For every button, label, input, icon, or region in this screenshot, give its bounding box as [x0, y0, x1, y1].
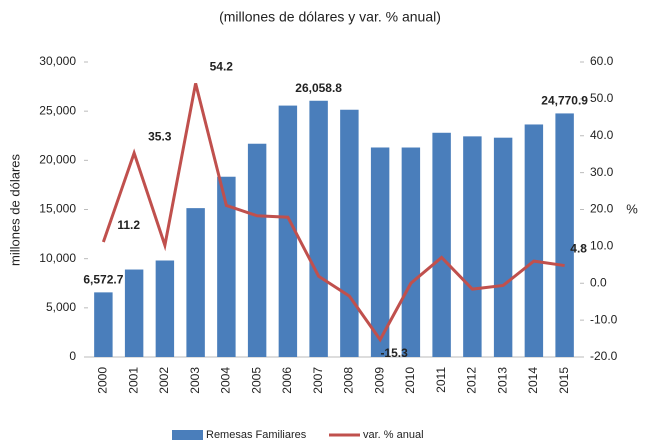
y-tick-label: 10,000 — [39, 251, 76, 265]
x-tick-label: 2015 — [557, 367, 571, 394]
x-tick-label: 2010 — [403, 367, 417, 394]
x-tick-label: 2000 — [96, 367, 110, 394]
y2-tick-label: -10.0 — [590, 312, 618, 326]
line-value-label: 11.2 — [117, 218, 140, 232]
x-tick-label: 2002 — [157, 367, 171, 394]
legend-swatch — [172, 430, 203, 440]
bar — [186, 208, 205, 357]
y2-tick-label: 10.0 — [590, 239, 614, 253]
x-tick-label: 2013 — [495, 367, 509, 394]
legend-label: var. % anual — [363, 429, 424, 441]
bar-value-label: 24,770.9 — [541, 94, 588, 108]
y-tick-label: 30,000 — [39, 54, 76, 68]
y2-tick-label: 0.0 — [590, 275, 607, 289]
line-value-label: 35.3 — [148, 129, 172, 143]
y-axis-label: millones de dólares — [7, 154, 22, 267]
bar — [463, 136, 482, 357]
y2-tick-label: 20.0 — [590, 202, 614, 216]
bar — [155, 260, 175, 357]
y2-axis-label: % — [626, 201, 638, 216]
bar — [247, 143, 267, 357]
x-tick-label: 2012 — [465, 367, 479, 394]
bar — [309, 100, 328, 358]
y-tick-label: 25,000 — [39, 103, 76, 117]
x-tick-label: 2014 — [526, 367, 540, 394]
bar — [524, 124, 544, 358]
x-tick-label: 2004 — [219, 367, 233, 394]
y2-tick-label: 60.0 — [590, 54, 614, 68]
chart-title: (millones de dólares y var. % anual) — [219, 9, 441, 25]
x-tick-label: 2008 — [342, 367, 356, 394]
y-tick-label: 15,000 — [39, 202, 76, 216]
bar — [278, 105, 298, 358]
y-tick-label: 0 — [69, 349, 76, 363]
line-value-label: -15.3 — [380, 346, 408, 360]
bar — [94, 292, 113, 357]
x-tick-label: 2003 — [188, 367, 202, 394]
y2-tick-label: 40.0 — [590, 128, 614, 142]
x-tick-label: 2006 — [280, 367, 294, 394]
bar — [555, 113, 574, 357]
x-tick-label: 2011 — [434, 367, 448, 393]
line-value-label: 54.2 — [210, 60, 234, 74]
line — [101, 83, 565, 343]
x-tick-label: 2007 — [311, 367, 325, 394]
bar — [370, 147, 390, 357]
bar — [401, 147, 421, 357]
y-tick-label: 20,000 — [39, 153, 76, 167]
bar — [124, 269, 144, 357]
x-tick-label: 2005 — [249, 367, 263, 394]
bar — [340, 109, 359, 357]
x-tick-label: 2001 — [126, 367, 140, 394]
x-tick-label: 2009 — [372, 367, 386, 394]
legend-label: Remesas Familiares — [206, 429, 307, 441]
bar — [432, 132, 451, 357]
y-tick-label: 5,000 — [46, 300, 76, 314]
bar — [493, 137, 513, 357]
line-value-label: 4.8 — [570, 242, 587, 256]
y2-tick-label: 50.0 — [590, 91, 614, 105]
bar-value-label: 6,572.7 — [83, 273, 123, 287]
y2-tick-label: -20.0 — [590, 349, 618, 363]
y2-tick-label: 30.0 — [590, 165, 614, 179]
bar — [217, 176, 236, 357]
bar-value-label: 26,058.8 — [295, 81, 342, 95]
